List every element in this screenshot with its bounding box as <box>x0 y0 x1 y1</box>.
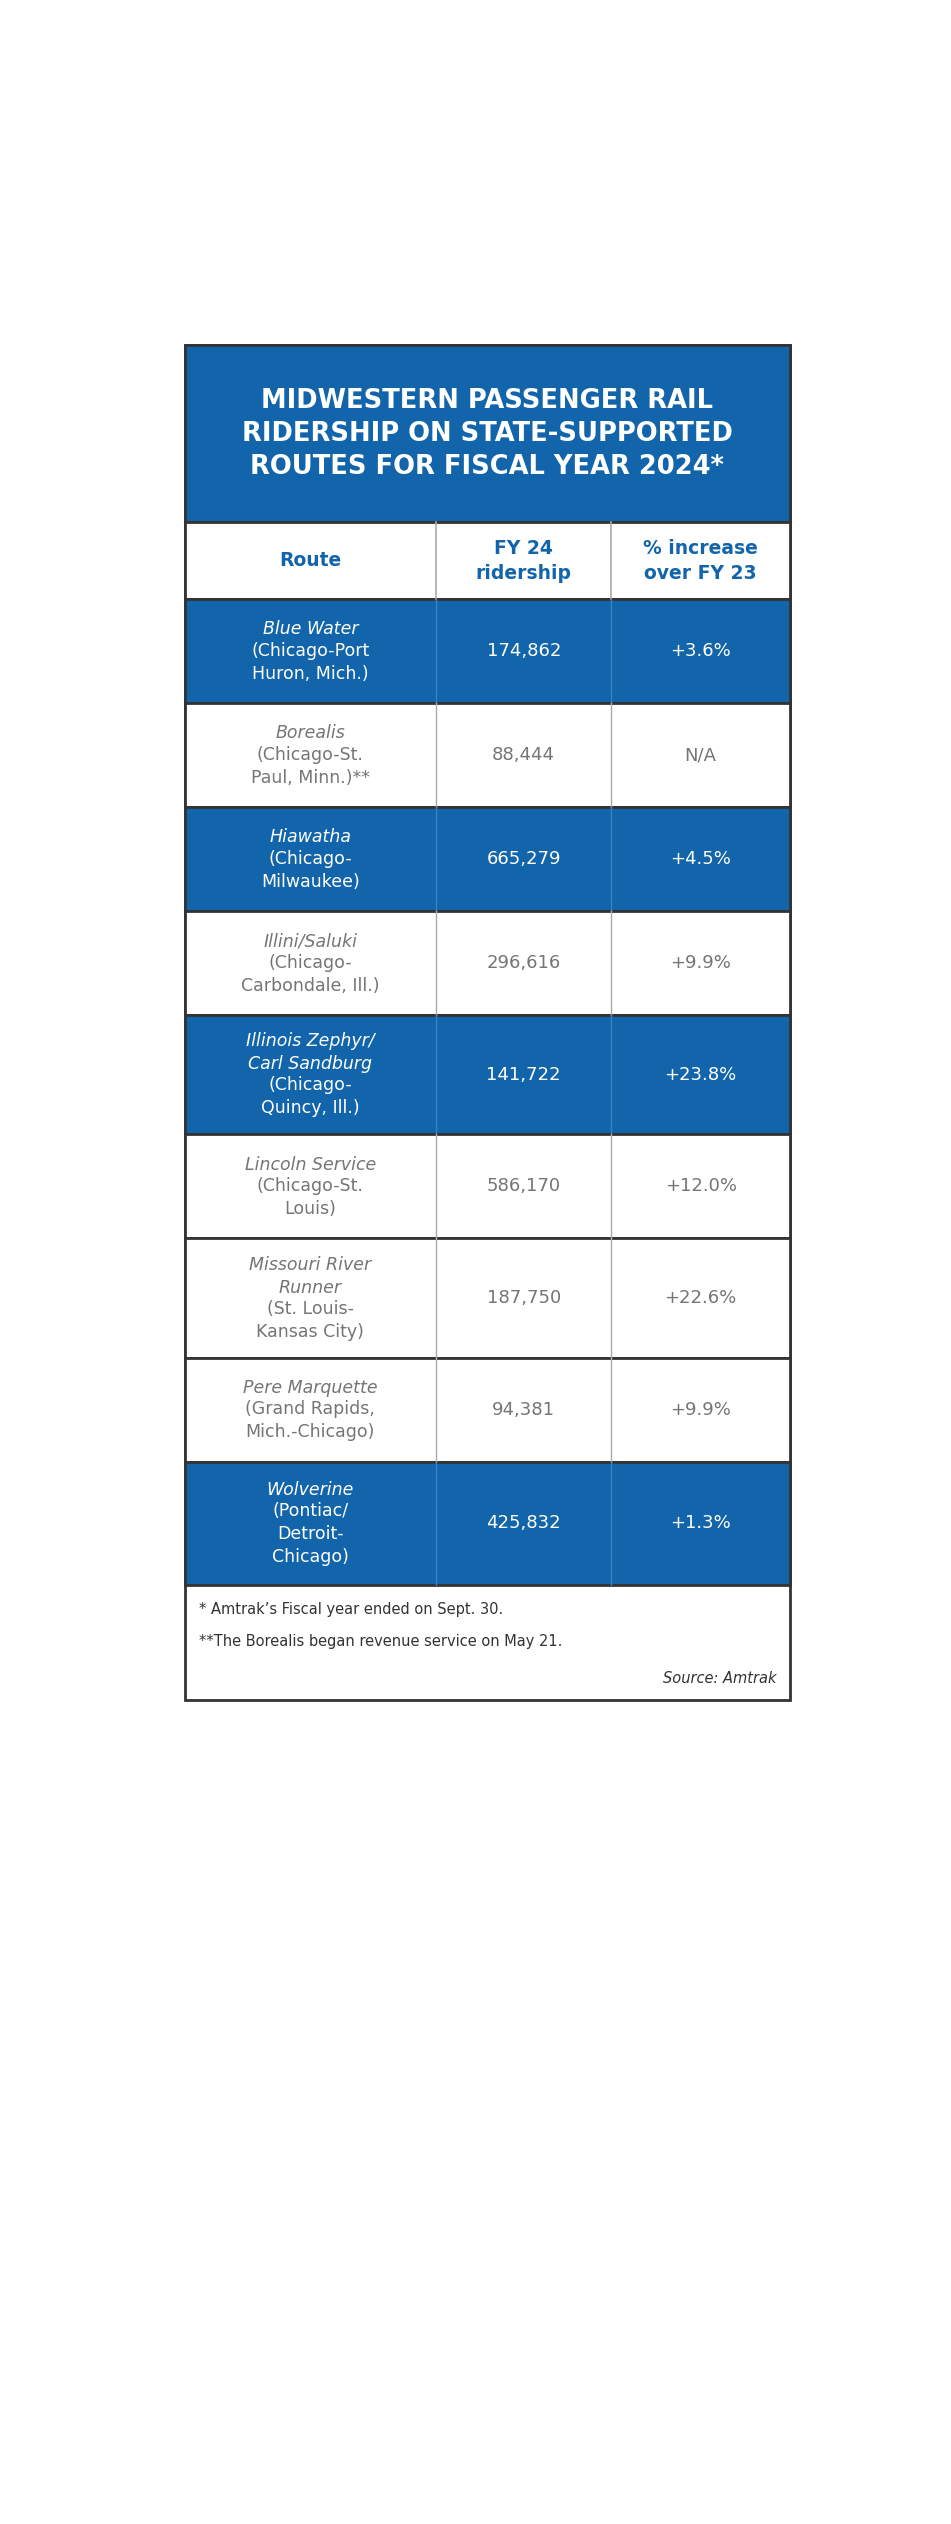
Text: +4.5%: +4.5% <box>670 851 731 868</box>
Text: Borealis: Borealis <box>276 724 345 742</box>
Text: Blue Water: Blue Water <box>262 621 359 639</box>
Bar <box>184 598 790 704</box>
Text: 88,444: 88,444 <box>493 747 555 765</box>
Text: Missouri River
Runner: Missouri River Runner <box>249 1257 372 1297</box>
Text: (Grand Rapids,
Mich.-Chicago): (Grand Rapids, Mich.-Chicago) <box>245 1401 376 1441</box>
Text: N/A: N/A <box>685 747 717 765</box>
Text: Pere Marquette: Pere Marquette <box>243 1378 378 1396</box>
Bar <box>184 808 790 911</box>
Text: Lincoln Service: Lincoln Service <box>244 1156 376 1174</box>
Bar <box>184 346 790 522</box>
Text: (Pontiac/
Detroit-
Chicago): (Pontiac/ Detroit- Chicago) <box>272 1502 349 1567</box>
Text: 586,170: 586,170 <box>487 1179 561 1196</box>
Text: +9.9%: +9.9% <box>670 954 731 972</box>
Bar <box>184 1461 790 1585</box>
Text: % increase
over FY 23: % increase over FY 23 <box>643 538 758 583</box>
Text: 174,862: 174,862 <box>487 641 561 661</box>
Bar <box>184 522 790 598</box>
Text: * Amtrak’s Fiscal year ended on Sept. 30.: * Amtrak’s Fiscal year ended on Sept. 30… <box>199 1603 503 1618</box>
Text: Illinois Zephyr/
Carl Sandburg: Illinois Zephyr/ Carl Sandburg <box>246 1032 375 1073</box>
Bar <box>184 1015 790 1133</box>
Text: MIDWESTERN PASSENGER RAIL
RIDERSHIP ON STATE-SUPPORTED
ROUTES FOR FISCAL YEAR 20: MIDWESTERN PASSENGER RAIL RIDERSHIP ON S… <box>242 389 733 480</box>
Text: Route: Route <box>280 550 341 570</box>
Text: +12.0%: +12.0% <box>665 1179 737 1196</box>
Text: (Chicago-St.
Louis): (Chicago-St. Louis) <box>257 1176 364 1219</box>
Bar <box>184 1358 790 1461</box>
Text: Hiawatha: Hiawatha <box>269 828 351 846</box>
Text: +23.8%: +23.8% <box>665 1065 737 1083</box>
Text: 94,381: 94,381 <box>493 1401 555 1418</box>
Text: 141,722: 141,722 <box>487 1065 561 1083</box>
Text: +1.3%: +1.3% <box>670 1514 731 1532</box>
Bar <box>184 704 790 808</box>
Text: Illini/Saluki: Illini/Saluki <box>263 931 358 949</box>
Bar <box>184 1133 790 1239</box>
Text: +22.6%: +22.6% <box>665 1290 737 1307</box>
Text: 187,750: 187,750 <box>487 1290 561 1307</box>
Text: 296,616: 296,616 <box>487 954 561 972</box>
Text: (Chicago-
Carbondale, Ill.): (Chicago- Carbondale, Ill.) <box>242 954 379 994</box>
Text: +9.9%: +9.9% <box>670 1401 731 1418</box>
Bar <box>184 1239 790 1358</box>
Text: (St. Louis-
Kansas City): (St. Louis- Kansas City) <box>257 1300 364 1340</box>
Text: FY 24
ridership: FY 24 ridership <box>476 538 572 583</box>
Text: (Chicago-
Milwaukee): (Chicago- Milwaukee) <box>261 851 359 891</box>
Text: 425,832: 425,832 <box>486 1514 561 1532</box>
Text: **The Borealis began revenue service on May 21.: **The Borealis began revenue service on … <box>199 1633 562 1648</box>
Text: (Chicago-St.
Paul, Minn.)**: (Chicago-St. Paul, Minn.)** <box>251 745 370 787</box>
Text: Source: Amtrak: Source: Amtrak <box>663 1671 776 1686</box>
Text: (Chicago-Port
Huron, Mich.): (Chicago-Port Huron, Mich.) <box>251 641 370 681</box>
Text: +3.6%: +3.6% <box>670 641 731 661</box>
Text: (Chicago-
Quincy, Ill.): (Chicago- Quincy, Ill.) <box>261 1075 359 1118</box>
Bar <box>184 911 790 1015</box>
Text: 665,279: 665,279 <box>487 851 561 868</box>
Bar <box>184 346 790 1701</box>
Text: Wolverine: Wolverine <box>266 1482 354 1499</box>
